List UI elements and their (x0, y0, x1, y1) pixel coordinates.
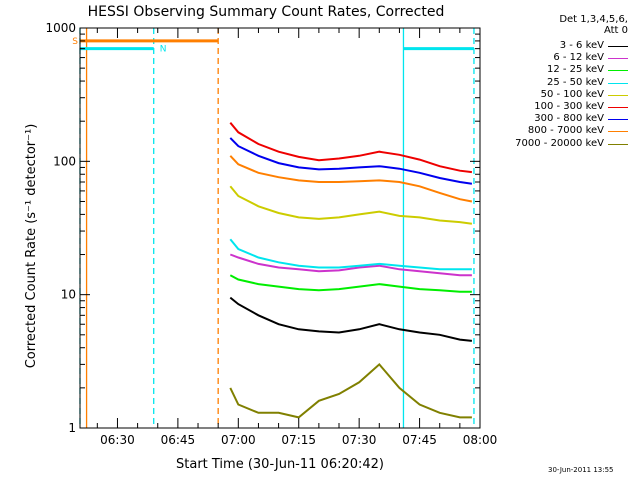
legend-swatch (608, 82, 628, 84)
series-line-1 (229, 253, 472, 277)
legend-label: 50 - 100 keV (540, 88, 604, 100)
legend-item-8: 7000 - 20000 keV (470, 138, 630, 150)
plot-frame (79, 27, 481, 429)
x-tick-label-2: 07:00 (221, 433, 256, 447)
y-tick-label-3: 1000 (45, 21, 76, 35)
series-line-7 (229, 155, 473, 203)
x-tick-label-4: 07:30 (342, 433, 377, 447)
legend-swatch (608, 131, 628, 133)
legend-swatch (608, 70, 628, 72)
flag-label-1: N (160, 45, 167, 55)
y-tick-label-1: 10 (61, 288, 76, 302)
x-axis-label: Start Time (30-Jun-11 06:20:42) (176, 457, 384, 472)
legend-swatch (608, 94, 628, 96)
legend-item-5: 100 - 300 keV (470, 101, 630, 113)
legend-item-7: 800 - 7000 keV (470, 125, 630, 137)
y-tick-label-0: 1 (68, 421, 76, 435)
legend-swatch (608, 143, 628, 145)
legend-label: 25 - 50 keV (546, 76, 604, 88)
legend-item-6: 300 - 800 keV (470, 113, 630, 125)
generation-timestamp: 30-Jun-2011 13:55 (548, 466, 614, 474)
x-tick-label-5: 07:45 (402, 433, 437, 447)
y-tick-label-2: 100 (53, 154, 76, 168)
legend: 3 - 6 keV 6 - 12 keV 12 - 25 keV 25 - 50 ke… (470, 40, 630, 150)
legend-swatch (608, 58, 628, 60)
series-line-4 (229, 185, 473, 225)
chart-title: HESSI Observing Summary Count Rates, Cor… (88, 4, 445, 20)
legend-item-1: 6 - 12 keV (470, 52, 630, 64)
legend-item-3: 25 - 50 keV (470, 77, 630, 89)
x-tick-label-3: 07:15 (281, 433, 316, 447)
x-tick-label-1: 06:45 (161, 433, 196, 447)
legend-item-2: 12 - 25 keV (470, 64, 630, 76)
x-tick-label-6: 08:00 (463, 433, 498, 447)
legend-header: Det 1,3,4,5,6, Att 0 (559, 14, 628, 36)
legend-label: 7000 - 20000 keV (515, 137, 604, 149)
series-line-5 (229, 122, 473, 174)
flag-label-0: S (72, 37, 78, 47)
series-line-3 (229, 238, 472, 271)
legend-item-4: 50 - 100 keV (470, 89, 630, 101)
legend-swatch (608, 106, 628, 108)
legend-swatch (608, 119, 628, 121)
y-axis-label: Corrected Count Rate (s⁻¹ detector⁻¹) (24, 124, 39, 369)
series-line-2 (229, 274, 472, 293)
legend-label: 800 - 7000 keV (527, 125, 604, 137)
plot-area: SN (72, 28, 475, 428)
legend-swatch (608, 46, 628, 47)
legend-label: 100 - 300 keV (534, 100, 604, 112)
series-line-8 (229, 362, 472, 419)
legend-label: 6 - 12 keV (553, 52, 604, 64)
x-tick-label-0: 06:30 (100, 433, 135, 447)
series-line-6 (229, 137, 473, 185)
legend-label: 3 - 6 keV (559, 40, 604, 51)
series-line-0 (229, 296, 473, 342)
axis-ticks: 1 10 100 1000 06:30 06:45 07:00 07:15 07:30 07:45… (45, 21, 497, 447)
legend-label: 12 - 25 keV (546, 64, 604, 76)
legend-item-0: 3 - 6 keV (470, 40, 630, 52)
legend-label: 300 - 800 keV (534, 113, 604, 125)
